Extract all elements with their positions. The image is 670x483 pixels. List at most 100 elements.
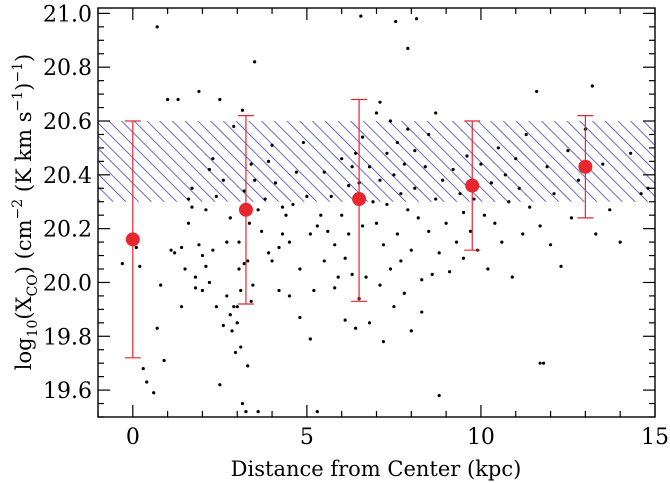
scatter-point xyxy=(448,270,452,274)
scatter-point xyxy=(350,272,354,276)
scatter-point xyxy=(246,259,250,263)
scatter-point xyxy=(134,245,138,250)
scatter-point xyxy=(186,197,191,201)
scatter-point xyxy=(503,173,507,177)
scatter-point xyxy=(207,280,211,285)
scatter-point xyxy=(120,262,124,266)
scatter-point xyxy=(315,410,319,414)
scatter-point xyxy=(423,165,427,169)
scatter-point xyxy=(214,194,218,198)
x-tick-label: 0 xyxy=(126,425,140,450)
scatter-point xyxy=(232,124,236,128)
scatter-point xyxy=(535,89,539,94)
scatter-point xyxy=(183,267,187,271)
scatter-point xyxy=(468,229,473,233)
binned-point xyxy=(351,98,368,302)
scatter-point xyxy=(270,259,274,263)
scatter-point xyxy=(256,410,260,414)
scatter-point xyxy=(479,162,483,166)
scatter-point xyxy=(197,243,201,247)
binned-means xyxy=(124,98,594,359)
scatter-point xyxy=(308,232,312,236)
scatter-point xyxy=(385,202,389,207)
scatter-point xyxy=(176,97,180,102)
scatter-point xyxy=(273,181,278,185)
scatter-point xyxy=(461,210,466,215)
scatter-point xyxy=(451,167,455,172)
scatter-point xyxy=(166,97,170,102)
scatter-point xyxy=(374,111,379,115)
scatter-point xyxy=(319,213,323,217)
scatter-point xyxy=(298,267,302,271)
scatter-point xyxy=(395,232,399,236)
scatter-point xyxy=(211,248,215,252)
scatter-point xyxy=(576,178,581,182)
binned-marker xyxy=(125,232,140,247)
scatter-point xyxy=(247,221,252,225)
scatter-point xyxy=(601,162,605,166)
scatter-point xyxy=(406,208,410,212)
binned-point xyxy=(464,120,481,251)
axis-ticks: 0 5 10 15 19.6 19.8 20.0 20.2 20.4 20.6 20.8 21.0 xyxy=(43,2,669,450)
binned-point xyxy=(124,120,141,359)
scatter-point xyxy=(399,192,403,196)
scatter-point xyxy=(486,267,490,271)
scatter-point xyxy=(287,240,292,244)
scatter-point xyxy=(333,286,337,290)
scatter-point xyxy=(326,229,330,233)
scatter-point xyxy=(500,240,504,244)
scatter-point xyxy=(249,162,253,166)
scatter-point xyxy=(413,186,417,190)
scatter-point xyxy=(489,181,493,185)
scatter-point xyxy=(277,245,281,250)
scatter-point xyxy=(388,267,393,271)
reference-band xyxy=(98,121,655,202)
plot-frame xyxy=(97,7,656,418)
scatter-point xyxy=(244,410,248,414)
scatter-point xyxy=(434,197,438,201)
scatter-point xyxy=(186,221,191,225)
x-tick-label: 15 xyxy=(641,425,669,450)
scatter-point xyxy=(360,224,365,228)
scatter-point xyxy=(152,391,156,395)
scatter-point xyxy=(169,248,173,252)
scatter-point xyxy=(360,135,365,139)
scatter-point xyxy=(521,232,525,236)
scatter-point xyxy=(444,221,448,225)
scatter-point xyxy=(246,364,250,368)
scatter-point xyxy=(413,149,417,153)
scatter-point xyxy=(301,140,305,145)
scatter-point xyxy=(225,294,229,298)
scatter-point xyxy=(618,240,622,244)
y-tick-label: 20.0 xyxy=(43,271,92,296)
scatter-point xyxy=(277,288,281,293)
scatter-point xyxy=(388,119,393,123)
scatter-point xyxy=(514,157,518,161)
binned-point xyxy=(237,115,254,305)
scatter-point xyxy=(204,264,208,268)
scatter-point xyxy=(347,183,351,188)
scatter-point xyxy=(629,151,633,155)
scatter-point xyxy=(552,192,556,196)
scatter-point xyxy=(441,178,445,182)
scatter-point xyxy=(409,248,413,252)
y-tick-label: 20.6 xyxy=(43,110,92,135)
scatter-point xyxy=(343,256,347,260)
scatter-point xyxy=(291,202,295,207)
scatter-point xyxy=(138,264,142,268)
scatter-point xyxy=(172,251,177,255)
scatter-point xyxy=(385,151,389,155)
scatter-point xyxy=(211,157,215,161)
scatter-point xyxy=(524,132,528,137)
scatter-point xyxy=(394,19,398,24)
x-tick-label: 10 xyxy=(467,425,495,450)
scatter-point xyxy=(399,259,403,263)
y-axis-title: log10(XCO) (cm−2 (K km s−1)−1) xyxy=(10,54,41,370)
scatter-point xyxy=(221,323,225,328)
scatter-point xyxy=(239,345,243,349)
scatter-point xyxy=(284,213,288,217)
scatter-point xyxy=(249,299,253,303)
scatter-point xyxy=(482,213,487,217)
x-axis-title: Distance from Center (kpc) xyxy=(231,457,522,481)
scatter-point xyxy=(340,157,344,161)
